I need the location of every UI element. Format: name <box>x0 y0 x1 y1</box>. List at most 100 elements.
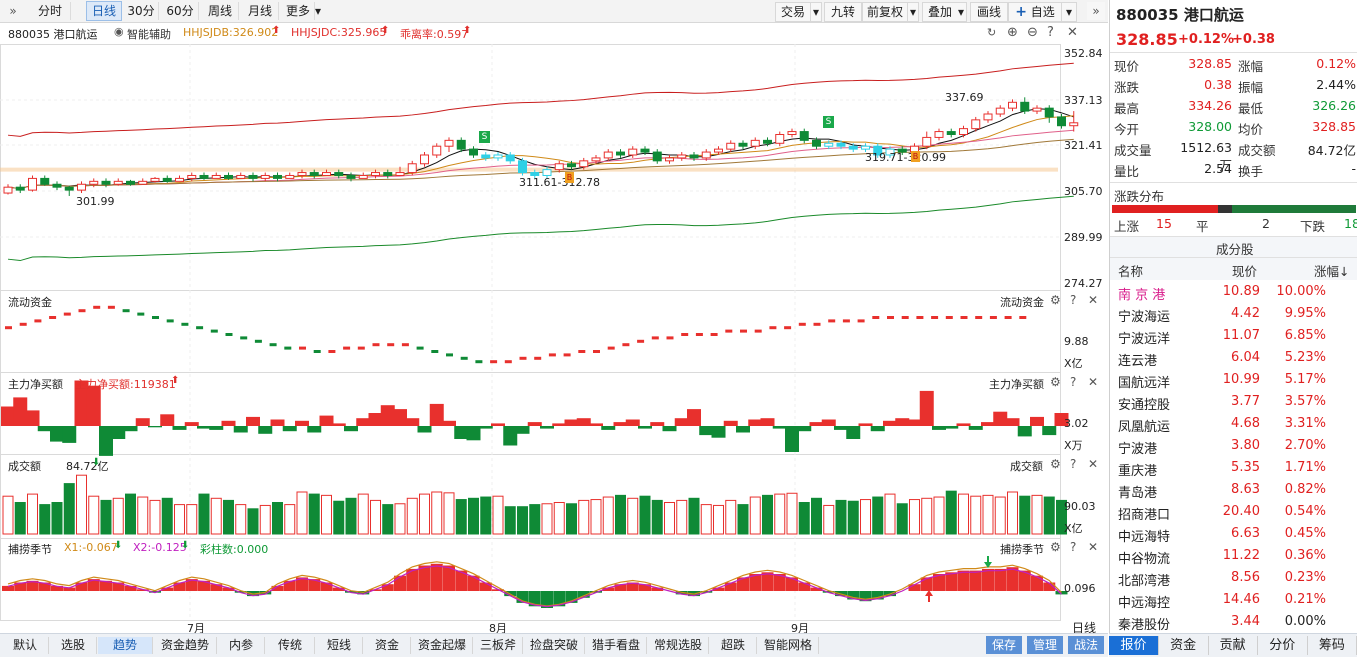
strategy-tab[interactable]: 趋势 <box>98 637 153 654</box>
strategy-tab[interactable]: 资金趋势 <box>154 637 217 654</box>
strategy-tab[interactable]: 资金起爆 <box>412 637 473 654</box>
component-row[interactable]: 宁波远洋 11.07 6.85% <box>1110 325 1357 347</box>
strategy-tab[interactable]: 超跌 <box>710 637 757 654</box>
quote-tab[interactable]: 贡献 <box>1208 636 1259 655</box>
refresh-icon[interactable]: ↻ <box>987 26 997 39</box>
help-icon[interactable]: ? <box>1070 457 1077 471</box>
strategy-tab[interactable]: 内参 <box>218 637 265 654</box>
quote-tab[interactable]: 资金 <box>1159 636 1209 655</box>
strategy-tab[interactable]: 猎手看盘 <box>586 637 647 654</box>
add-watchlist-button[interactable]: + 自选 <box>1008 2 1062 22</box>
close-icon[interactable]: ✕ <box>1088 540 1099 554</box>
flow-mark <box>460 356 468 360</box>
strategy-tab[interactable]: 三板斧 <box>474 637 523 654</box>
strategy-tab[interactable]: 常规选股 <box>648 637 709 654</box>
expand-icon[interactable]: » <box>9 4 17 18</box>
overlay-dropdown-icon[interactable]: ▾ <box>956 2 967 22</box>
strategy-tab[interactable]: 短线 <box>316 637 363 654</box>
component-row[interactable]: 南 京 港 10.89 10.00% <box>1110 281 1357 303</box>
save-button[interactable]: 保存 <box>986 636 1022 654</box>
net-bar <box>699 426 714 436</box>
adjust-button[interactable]: 前复权 <box>862 2 908 22</box>
close-icon[interactable]: ✕ <box>1067 25 1078 40</box>
flow-mark <box>166 319 174 323</box>
strategy-tab[interactable]: 默认 <box>2 637 49 654</box>
settings-icon[interactable]: ⚙ <box>1050 293 1061 307</box>
flow-mark <box>63 312 71 316</box>
watchlist-dropdown-icon[interactable]: ▾ <box>1061 2 1077 22</box>
close-icon[interactable]: ✕ <box>1088 457 1099 471</box>
quote-tab[interactable]: 分价 <box>1258 636 1308 655</box>
strategy-tab[interactable]: 选股 <box>50 637 97 654</box>
close-icon[interactable]: ✕ <box>1088 375 1099 389</box>
col-price[interactable]: 现价 <box>1232 264 1258 279</box>
buy-signal-badge: B <box>911 151 920 162</box>
adjust-dropdown-icon[interactable]: ▾ <box>908 2 919 22</box>
quote-change: +0.38 <box>1232 32 1275 47</box>
zoom-in-icon[interactable]: ⊕ <box>1007 25 1018 40</box>
quote-tab[interactable]: 报价 <box>1109 636 1159 655</box>
kline-chart[interactable] <box>0 0 1108 633</box>
tab-monthly[interactable]: 月线 <box>242 2 279 20</box>
strategy-tab[interactable]: 智能网格 <box>758 637 819 654</box>
component-row[interactable]: 重庆港 5.35 1.71% <box>1110 457 1357 479</box>
more-dropdown-icon[interactable]: ▾ <box>314 4 322 18</box>
flow-mark <box>637 339 645 343</box>
flow-mark <box>401 343 409 347</box>
component-row[interactable]: 安通控股 3.77 3.57% <box>1110 391 1357 413</box>
settings-icon[interactable]: ⚙ <box>1050 540 1061 554</box>
col-pct[interactable]: 涨幅↓ <box>1314 264 1350 279</box>
draw-button[interactable]: 画线 <box>970 2 1008 22</box>
component-row[interactable]: 中谷物流 11.22 0.36% <box>1110 545 1357 567</box>
season-panel-title-right: 捕捞季节 <box>1000 543 1044 556</box>
component-row[interactable]: 中远海特 6.63 0.45% <box>1110 523 1357 545</box>
tab-timeshare[interactable]: 分时 <box>30 2 71 20</box>
candle-body <box>493 154 503 159</box>
trade-dropdown-icon[interactable]: ▾ <box>811 2 822 22</box>
strategy-tab[interactable]: 资金 <box>364 637 411 654</box>
tab-30min[interactable]: 30分 <box>124 2 159 20</box>
strategy-tab[interactable]: 传统 <box>266 637 315 654</box>
strategy-tab[interactable]: 捡盘突破 <box>524 637 585 654</box>
zoom-out-icon[interactable]: ⊖ <box>1027 25 1038 40</box>
component-row[interactable]: 青岛港 8.63 0.82% <box>1110 479 1357 501</box>
quote-tab[interactable]: 筹码 <box>1307 636 1357 655</box>
component-name: 安通控股 <box>1118 398 1171 413</box>
collapse-panel-icon[interactable]: » <box>1087 2 1105 20</box>
support-zone <box>0 167 1058 172</box>
tab-60min[interactable]: 60分 <box>162 2 199 20</box>
component-row[interactable]: 宁波港 3.80 2.70% <box>1110 435 1357 457</box>
season-bar <box>994 568 1007 591</box>
component-row[interactable]: 秦港股份 3.44 0.00% <box>1110 611 1357 633</box>
component-row[interactable]: 宁波海运 4.42 9.95% <box>1110 303 1357 325</box>
season-bars: 彩柱数:0.000 <box>200 543 269 556</box>
strategy-button[interactable]: 战法 <box>1068 636 1104 654</box>
tab-weekly[interactable]: 周线 <box>202 2 239 20</box>
close-icon[interactable]: ✕ <box>1088 293 1099 307</box>
component-row[interactable]: 国航远洋 10.99 5.17% <box>1110 369 1357 391</box>
settings-icon[interactable]: ⚙ <box>1050 375 1061 389</box>
settings-icon[interactable]: ⚙ <box>1050 457 1061 471</box>
help-icon[interactable]: ? <box>1070 375 1077 389</box>
component-row[interactable]: 中远海控 14.46 0.21% <box>1110 589 1357 611</box>
help-icon[interactable]: ? <box>1070 540 1077 554</box>
component-row[interactable]: 连云港 6.04 5.23% <box>1110 347 1357 369</box>
manage-button[interactable]: 管理 <box>1027 636 1063 654</box>
component-row[interactable]: 招商港口 20.40 0.54% <box>1110 501 1357 523</box>
volume-bar <box>272 502 283 535</box>
tab-daily[interactable]: 日线 <box>86 1 122 21</box>
candle-body <box>224 174 233 179</box>
nine-turn-button[interactable]: 九转 <box>824 2 862 22</box>
help-icon[interactable]: ? <box>1047 25 1054 40</box>
arrow-down-icon: ⬇ <box>92 457 101 468</box>
trade-button[interactable]: 交易 <box>775 2 811 22</box>
component-row[interactable]: 凤凰航运 4.68 3.31% <box>1110 413 1357 435</box>
component-row[interactable]: 北部湾港 8.56 0.23% <box>1110 567 1357 589</box>
help-icon[interactable]: ? <box>1070 293 1077 307</box>
assist-toggle[interactable]: 智能辅助 <box>127 28 171 41</box>
col-name[interactable]: 名称 <box>1118 264 1144 279</box>
tab-more[interactable]: 更多 <box>282 2 315 20</box>
assist-icon[interactable]: ◉ <box>114 25 124 38</box>
dist-flat-label: 平 <box>1196 219 1209 234</box>
flow-axis-unit: X亿 <box>1064 357 1083 370</box>
